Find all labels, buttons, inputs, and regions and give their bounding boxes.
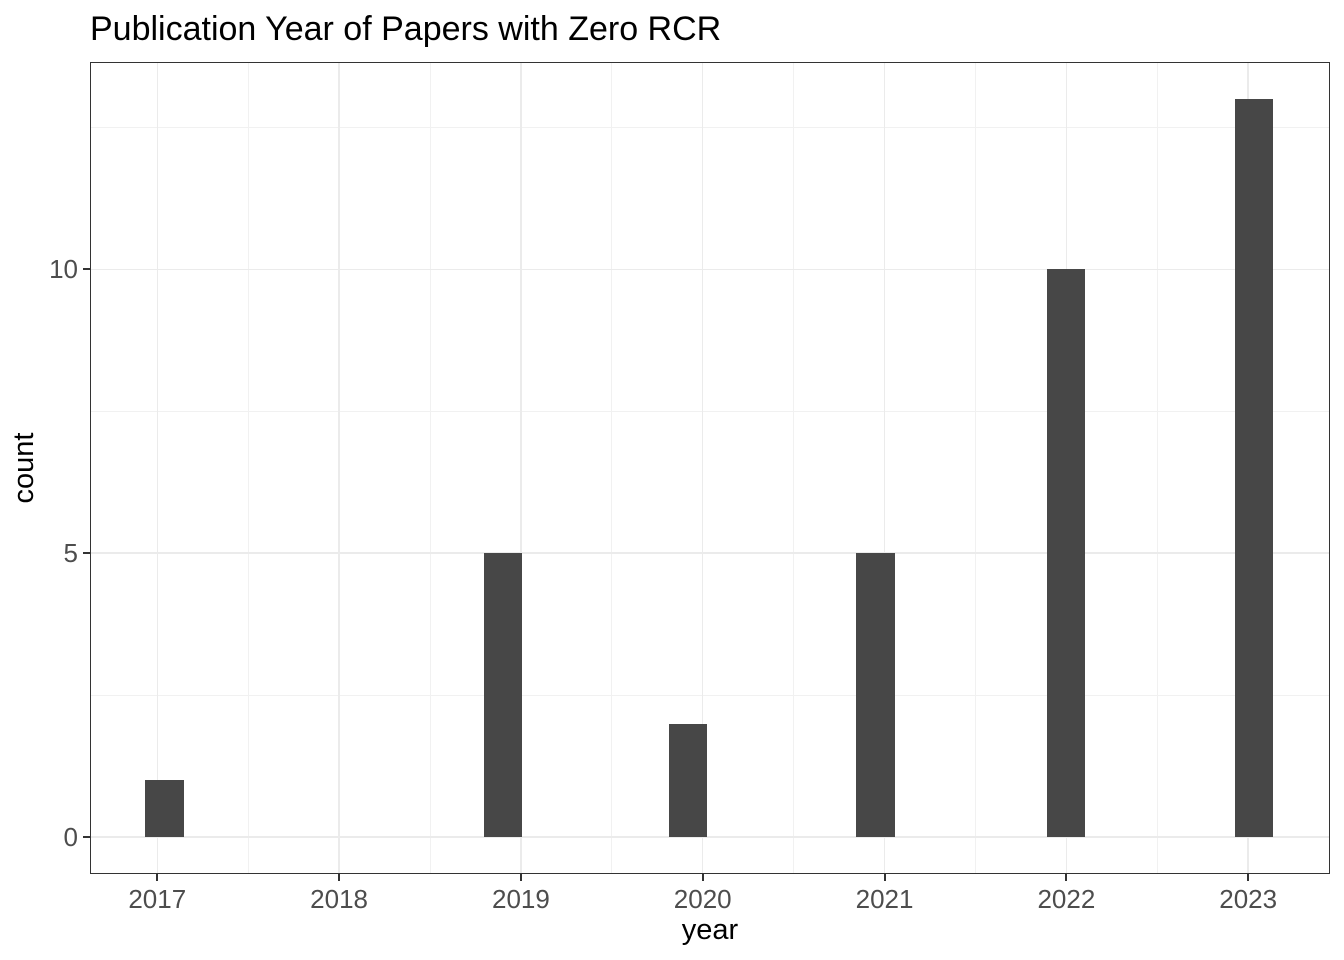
x-tick-label-2017: 2017	[128, 884, 187, 914]
chart-title: Publication Year of Papers with Zero RCR	[90, 10, 722, 48]
bar-2021	[856, 553, 895, 838]
gridline-major-horizontal	[90, 836, 1330, 838]
x-tick-mark-2017	[156, 874, 159, 881]
gridline-major-vertical	[883, 62, 886, 874]
gridline-minor-vertical	[429, 62, 431, 874]
y-tick-label-10: 10	[49, 254, 78, 285]
x-tick-mark-2020	[701, 874, 704, 881]
x-tick-label-2018: 2018	[310, 884, 368, 914]
bar-2020	[669, 723, 708, 838]
gridline-major-vertical	[338, 62, 340, 874]
gridline-minor-vertical	[247, 62, 249, 874]
plot-panel	[90, 62, 1330, 874]
y-tick-label-0: 0	[63, 822, 78, 853]
gridline-minor-horizontal	[90, 694, 1330, 696]
y-tick-label-5: 5	[63, 538, 78, 569]
gridline-minor-vertical	[1156, 62, 1158, 874]
y-axis-title: count	[8, 432, 40, 504]
bar-2022	[1047, 269, 1086, 838]
x-tick-label-2020: 2020	[673, 884, 732, 914]
x-tick-label-2022: 2022	[1037, 884, 1096, 914]
gridline-minor-vertical	[611, 62, 613, 874]
x-tick-label-2019: 2019	[491, 884, 550, 914]
x-tick-mark-2022	[1065, 874, 1068, 881]
x-tick-mark-2019	[519, 874, 522, 881]
gridline-major-horizontal	[90, 268, 1330, 270]
gridline-minor-horizontal	[90, 126, 1330, 128]
y-tick-mark-10	[83, 268, 90, 271]
gridline-major-vertical	[156, 62, 159, 874]
y-tick-mark-5	[83, 552, 90, 555]
gridline-major-horizontal	[90, 552, 1330, 554]
gridline-minor-vertical	[793, 62, 795, 874]
x-axis-title: year	[681, 914, 739, 946]
x-tick-mark-2023	[1247, 874, 1250, 881]
bar-2019	[483, 553, 522, 838]
bar-2023	[1234, 98, 1273, 838]
gridline-minor-horizontal	[90, 410, 1330, 412]
gridline-major-vertical	[520, 62, 522, 874]
gridline-major-vertical	[701, 62, 704, 874]
y-tick-mark-0	[83, 836, 90, 839]
x-tick-label-2021: 2021	[855, 884, 914, 914]
gridline-minor-vertical	[974, 62, 976, 874]
x-tick-mark-2021	[883, 874, 886, 881]
bar-2017	[145, 780, 184, 838]
x-tick-label-2023: 2023	[1219, 884, 1278, 914]
x-tick-mark-2018	[338, 874, 341, 881]
